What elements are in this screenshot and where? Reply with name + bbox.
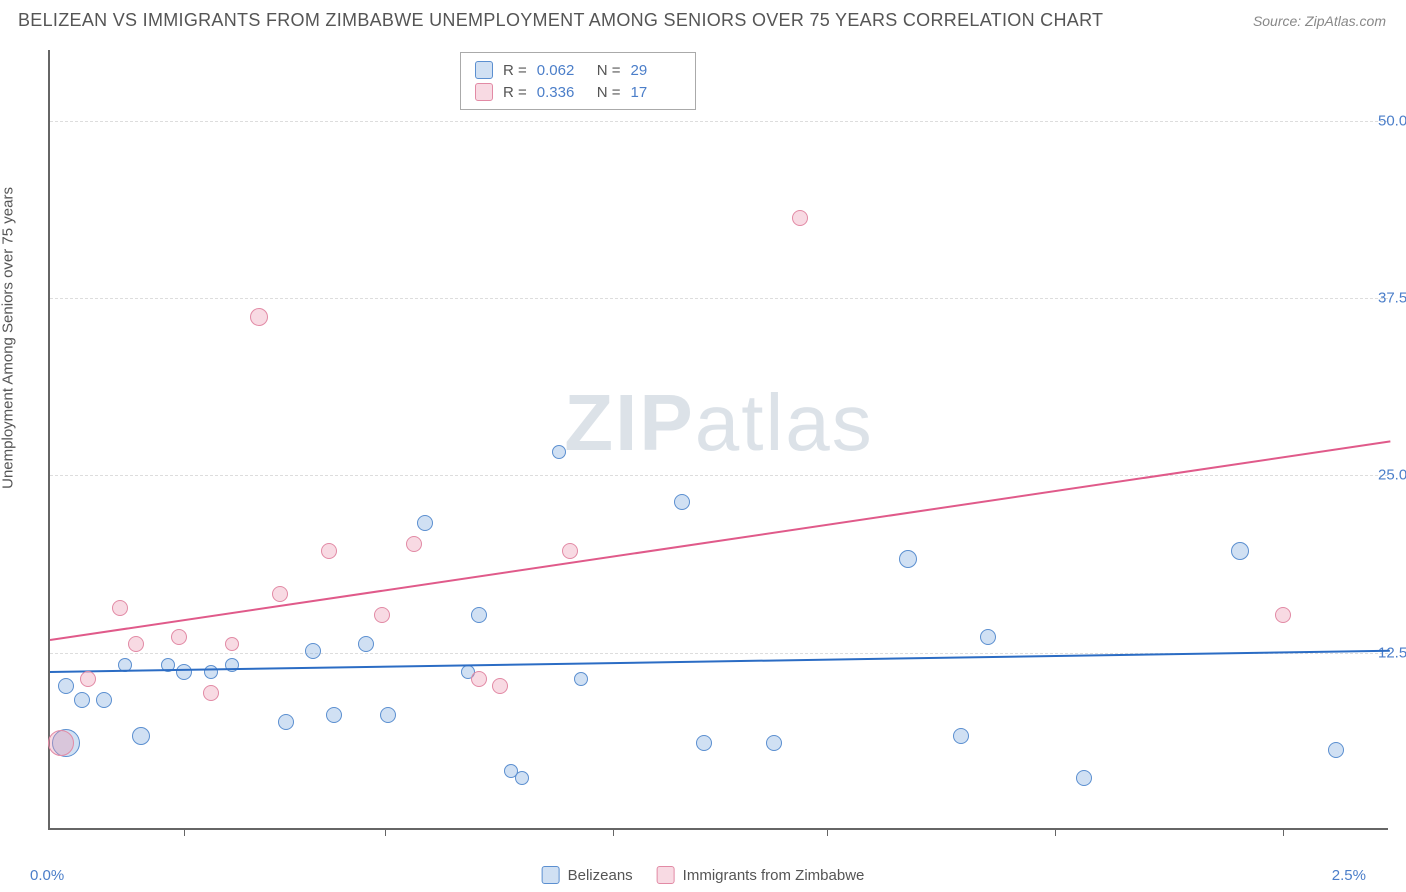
data-point [980,629,996,645]
data-point [574,672,588,686]
x-tick [613,828,614,836]
legend-item: Belizeans [542,866,633,884]
x-axis-max-label: 2.5% [1332,867,1366,884]
data-point [74,692,90,708]
correlation-stats-box: R = 0.062 N = 29 R = 0.336 N = 17 [460,52,696,110]
data-point [58,678,74,694]
data-point [250,308,268,326]
watermark-light: atlas [695,378,874,467]
y-axis-title: Unemployment Among Seniors over 75 years [0,187,17,489]
data-point [128,636,144,652]
y-tick-label: 37.5% [1378,290,1406,307]
stat-n-value: 29 [631,62,681,79]
legend-swatch [475,83,493,101]
trend-line [50,440,1390,641]
x-tick [827,828,828,836]
x-tick [1283,828,1284,836]
data-point [492,678,508,694]
data-point [321,543,337,559]
data-point [48,730,74,756]
data-point [358,636,374,652]
stat-row: R = 0.062 N = 29 [475,59,681,81]
data-point [112,600,128,616]
gridline [50,121,1388,122]
stat-label: R = [503,84,527,101]
data-point [471,607,487,623]
gridline [50,298,1388,299]
legend-swatch [475,61,493,79]
legend-label: Belizeans [568,867,633,884]
stat-row: R = 0.336 N = 17 [475,81,681,103]
stat-n-value: 17 [631,84,681,101]
data-point [552,445,566,459]
gridline [50,475,1388,476]
data-point [696,735,712,751]
data-point [278,714,294,730]
data-point [792,210,808,226]
data-point [1328,742,1344,758]
data-point [380,707,396,723]
x-axis-min-label: 0.0% [30,867,64,884]
data-point [326,707,342,723]
y-tick-label: 50.0% [1378,112,1406,129]
data-point [674,494,690,510]
legend-swatch [542,866,560,884]
data-point [471,671,487,687]
y-tick-label: 25.0% [1378,467,1406,484]
data-point [562,543,578,559]
data-point [204,665,218,679]
stat-label: N = [597,84,621,101]
stat-label: R = [503,62,527,79]
data-point [953,728,969,744]
x-tick [385,828,386,836]
title-bar: BELIZEAN VS IMMIGRANTS FROM ZIMBABWE UNE… [0,0,1406,39]
data-point [766,735,782,751]
legend-label: Immigrants from Zimbabwe [683,867,865,884]
x-tick [1055,828,1056,836]
data-point [374,607,390,623]
data-point [899,550,917,568]
stat-r-value: 0.062 [537,62,587,79]
data-point [132,727,150,745]
data-point [203,685,219,701]
stat-label: N = [597,62,621,79]
data-point [305,643,321,659]
data-point [417,515,433,531]
watermark-bold: ZIP [564,378,694,467]
data-point [1076,770,1092,786]
data-point [406,536,422,552]
legend-swatch [657,866,675,884]
data-point [176,664,192,680]
y-tick-label: 12.5% [1378,644,1406,661]
data-point [80,671,96,687]
scatter-chart: ZIPatlas 12.5%25.0%37.5%50.0% [48,50,1388,830]
data-point [272,586,288,602]
data-point [96,692,112,708]
data-point [515,771,529,785]
data-point [1231,542,1249,560]
series-legend: Belizeans Immigrants from Zimbabwe [542,866,865,884]
data-point [1275,607,1291,623]
data-point [225,637,239,651]
stat-r-value: 0.336 [537,84,587,101]
data-point [171,629,187,645]
watermark: ZIPatlas [564,377,873,469]
chart-title: BELIZEAN VS IMMIGRANTS FROM ZIMBABWE UNE… [18,10,1103,31]
legend-item: Immigrants from Zimbabwe [657,866,865,884]
x-tick [184,828,185,836]
source-attribution: Source: ZipAtlas.com [1253,13,1386,29]
